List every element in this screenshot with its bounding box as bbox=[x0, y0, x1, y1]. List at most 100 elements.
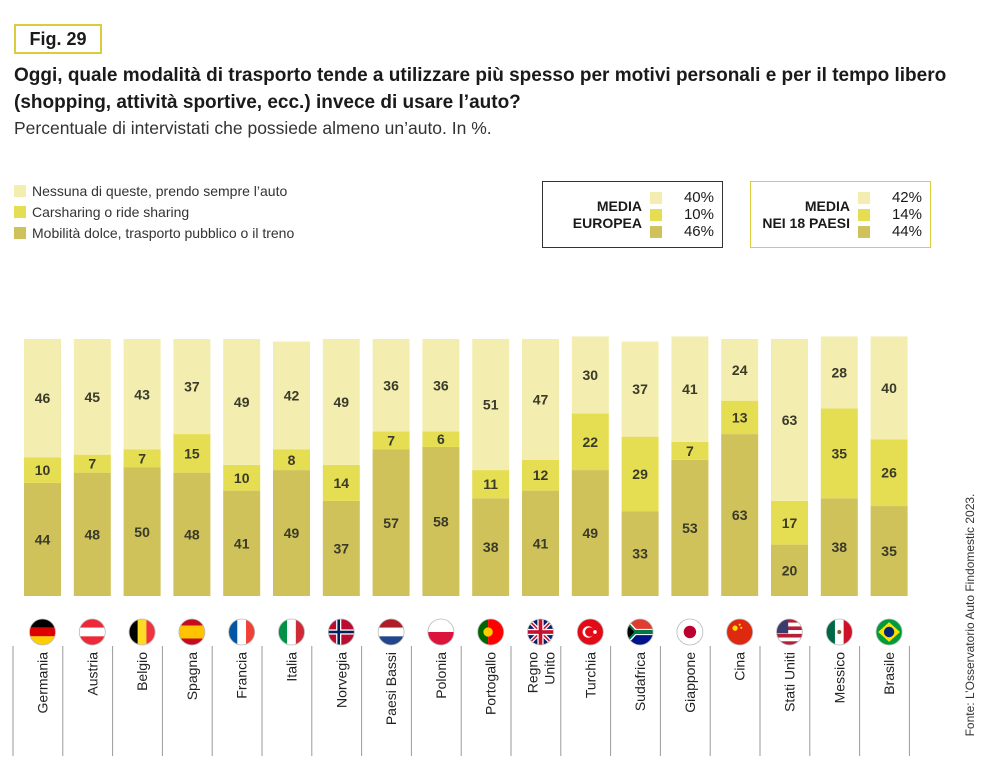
category-label-sudafrica: Sudafrica bbox=[632, 652, 648, 711]
data-label: 15 bbox=[184, 445, 200, 461]
data-label: 50 bbox=[134, 524, 150, 540]
bar-segment bbox=[522, 459, 559, 491]
bar-segment bbox=[771, 544, 808, 596]
category-label-portogallo: Portogallo bbox=[483, 652, 499, 715]
data-label: 49 bbox=[234, 394, 250, 410]
mexico-flag-icon bbox=[825, 618, 853, 646]
bar-segment bbox=[522, 339, 559, 460]
bar-segment bbox=[273, 470, 310, 596]
category-label-regno-unito: RegnoUnito bbox=[525, 652, 558, 693]
average-value: 46% bbox=[683, 223, 714, 240]
bar-segment bbox=[771, 339, 808, 501]
bar-segment bbox=[322, 500, 360, 596]
data-label: 11 bbox=[483, 476, 498, 492]
data-label: 63 bbox=[782, 412, 798, 428]
category-label-norvegia: Norvegia bbox=[333, 652, 349, 708]
uk-flag-icon bbox=[527, 618, 554, 646]
average-value: 40% bbox=[683, 189, 714, 206]
data-label: 44 bbox=[35, 531, 51, 547]
brazil-flag-icon bbox=[875, 618, 903, 646]
bar-segment bbox=[621, 511, 659, 596]
data-label: 49 bbox=[334, 394, 350, 410]
category-label-germania: Germania bbox=[35, 652, 51, 714]
average-value: 44% bbox=[891, 223, 922, 240]
average-label: MEDIA NEI 18 PAESI bbox=[751, 198, 858, 232]
legend-swatch-nessuna bbox=[14, 184, 26, 197]
bar-segment bbox=[522, 490, 559, 596]
bar-segment bbox=[273, 341, 310, 450]
bar-segment bbox=[223, 490, 261, 596]
data-label: 7 bbox=[387, 433, 395, 449]
chart-subtitle: Percentuale di intervistati che possiede… bbox=[14, 118, 492, 138]
average-value: 42% bbox=[891, 189, 922, 206]
average-swatch bbox=[858, 191, 870, 204]
data-label: 41 bbox=[234, 535, 250, 551]
data-label: 38 bbox=[483, 539, 499, 555]
data-label: 35 bbox=[881, 543, 897, 559]
bar-segment bbox=[24, 482, 61, 596]
bar-segment bbox=[322, 339, 360, 465]
data-label: 53 bbox=[682, 520, 698, 536]
bar-segment bbox=[671, 459, 709, 596]
average-box-18-countries: MEDIA NEI 18 PAESI 42% 14% 44% bbox=[750, 181, 931, 248]
data-label: 42 bbox=[284, 388, 300, 404]
germany-flag-icon bbox=[29, 618, 56, 646]
average-label-line: EUROPEA bbox=[572, 214, 642, 231]
data-label: 7 bbox=[686, 443, 694, 459]
data-label: 13 bbox=[732, 409, 748, 425]
bar-segment bbox=[870, 439, 908, 507]
belgium-flag-icon bbox=[128, 618, 156, 646]
bar-segment bbox=[621, 341, 659, 437]
average-values: 42% 14% 44% bbox=[858, 189, 930, 240]
spain-flag-icon bbox=[178, 618, 206, 646]
data-label: 45 bbox=[85, 389, 101, 405]
average-label-line: MEDIA bbox=[596, 197, 642, 214]
data-label: 36 bbox=[433, 377, 449, 393]
data-label: 41 bbox=[533, 535, 549, 551]
data-label: 20 bbox=[782, 562, 798, 578]
category-label-italia: Italia bbox=[284, 652, 300, 682]
bar-segment bbox=[721, 400, 759, 435]
data-label: 41 bbox=[682, 381, 698, 397]
bar-segment bbox=[322, 464, 360, 501]
average-swatch bbox=[858, 225, 870, 238]
bar-segment bbox=[820, 336, 858, 409]
bar-segment bbox=[571, 413, 609, 471]
bar-segment bbox=[472, 339, 510, 471]
data-label: 8 bbox=[288, 452, 296, 468]
legend: Nessuna di queste, prendo sempre l’auto … bbox=[14, 180, 294, 243]
category-label-spagna: Spagna bbox=[184, 652, 200, 700]
data-label: 37 bbox=[334, 540, 350, 556]
south-africa-flag-icon bbox=[626, 618, 654, 646]
category-label-paesi-bassi: Paesi Bassi bbox=[383, 652, 399, 725]
average-box-europe: MEDIA EUROPEA 40% 10% 46% bbox=[542, 181, 723, 248]
bar-segment bbox=[721, 434, 759, 596]
data-label: 22 bbox=[583, 434, 599, 450]
data-label: 26 bbox=[881, 465, 897, 481]
legend-item-dolce: Mobilità dolce, trasporto pubblico o il … bbox=[14, 222, 294, 243]
average-swatch bbox=[650, 191, 662, 204]
legend-item-carsharing: Carsharing o ride sharing bbox=[14, 201, 294, 222]
data-label: 37 bbox=[184, 379, 200, 395]
average-row: 14% bbox=[858, 206, 930, 223]
data-label: 47 bbox=[533, 391, 549, 407]
data-label: 63 bbox=[732, 507, 748, 523]
legend-swatch-carsharing bbox=[14, 205, 26, 218]
data-label: 30 bbox=[583, 367, 599, 383]
bar-segment bbox=[472, 470, 510, 499]
category-label-francia: Francia bbox=[234, 652, 250, 699]
netherlands-flag-icon bbox=[377, 618, 405, 646]
bar-segment bbox=[123, 467, 161, 596]
bar-segment bbox=[372, 431, 410, 450]
average-value: 10% bbox=[683, 206, 714, 223]
norway-flag-icon bbox=[327, 618, 355, 646]
data-label: 29 bbox=[632, 466, 648, 482]
data-label: 58 bbox=[433, 513, 449, 529]
category-label-austria: Austria bbox=[84, 652, 100, 696]
data-label: 35 bbox=[832, 445, 848, 461]
bar-segment bbox=[173, 339, 211, 435]
bar-segment bbox=[571, 470, 609, 596]
data-label: 37 bbox=[632, 381, 648, 397]
chart-title: Oggi, quale modalità di trasporto tende … bbox=[14, 65, 947, 113]
bar-segment bbox=[24, 339, 61, 458]
